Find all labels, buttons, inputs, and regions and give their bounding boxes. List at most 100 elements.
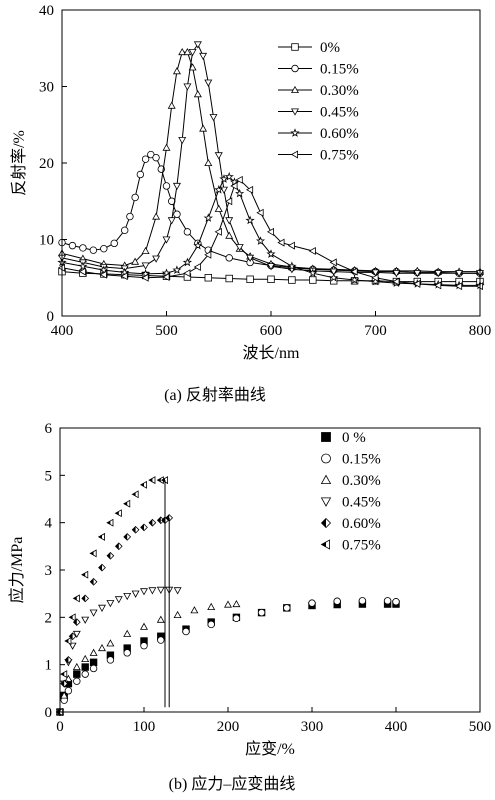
data-point [73,677,81,685]
data-point [162,182,171,190]
data-point [123,499,131,508]
data-point [157,636,165,644]
data-point [333,597,341,605]
data-point [207,620,215,629]
legend-label: 0.75% [342,538,381,554]
y-tick-label: 5 [45,468,53,484]
data-point [78,267,86,276]
data-point [123,629,132,637]
data-point [214,204,223,212]
data-point [172,265,182,274]
legend-entry: 0.60% [320,516,381,532]
data-point [434,281,442,290]
data-point [232,599,241,608]
data-point [413,279,421,288]
data-point [308,599,316,607]
data-point [190,606,199,614]
data-point [392,277,400,286]
x-tick-label: 0 [56,719,64,735]
x-tick-label: 500 [155,323,178,339]
data-point [60,679,69,688]
legend-label: 0% [320,40,340,56]
data-point [287,261,297,271]
data-point [392,598,400,606]
legend-entry: 0.15% [321,452,381,468]
legend-entry: 0.45% [278,105,359,121]
data-point [256,236,266,245]
legend-marker [321,453,331,464]
data-point [89,648,98,656]
data-point [72,662,81,671]
data-point [64,687,73,695]
data-point [141,273,149,282]
legend: 0 % 0.15% 0.30% 0.45% 0.60% 0.75% [320,430,381,554]
data-point [173,210,181,218]
series-line [61,43,480,274]
data-point [173,587,182,595]
data-point [126,212,134,221]
data-point [139,480,148,489]
legend-label: 0.15% [320,62,359,78]
x-tick-label: 400 [51,323,74,339]
data-point [283,604,291,612]
data-point [167,101,176,109]
y-tick-label: 2 [45,610,53,626]
data-point [235,188,245,198]
legend-label: 0.30% [342,473,381,489]
data-point [203,213,213,222]
data-point [73,670,81,678]
data-point [413,270,422,278]
data-point [120,272,128,281]
legend-marker [291,64,299,73]
data-point [204,274,212,282]
data-point [162,236,171,244]
series-1 [56,597,400,716]
data-point [114,596,123,604]
y-tick-label: 6 [45,421,53,437]
legend-entry: 0.75% [320,538,381,554]
legend: 0% 0.15% 0.30% 0.45% 0.60% 0.75% [278,40,359,164]
x-tick-label: 600 [260,323,283,339]
data-point [245,215,255,225]
y-axis-label: 反射率/% [10,130,28,196]
data-point [131,490,139,499]
data-point [230,182,238,190]
x-tick-label: 200 [217,719,240,735]
y-tick-label: 0 [45,705,53,721]
data-point [183,83,192,91]
legend-entry: 0.60% [278,126,359,142]
data-point [329,268,338,276]
y-tick-label: 10 [39,233,54,249]
data-point [219,174,229,183]
series-1 [58,150,484,277]
data-point [182,257,193,267]
legend-marker [320,539,331,550]
data-point [106,518,114,527]
data-point [81,616,90,624]
legend-label: 0.45% [320,105,359,121]
legend-marker [291,43,299,51]
data-point [81,570,89,579]
x-axis-label: 波长/nm [243,344,300,362]
data-point [60,691,69,699]
data-point [329,258,337,267]
data-point [81,663,89,671]
data-point [235,175,243,184]
data-point [131,525,140,534]
data-point [161,268,172,278]
data-point [225,274,233,283]
y-axis-label: 应力/MPa [7,537,26,604]
data-point [371,269,380,277]
legend-label: 0.75% [320,148,359,164]
data-point [68,241,77,250]
data-point [152,255,161,263]
legend-entry: 0.15% [278,62,359,78]
data-point [152,153,160,162]
data-point [392,270,401,278]
data-point [89,577,98,586]
data-point [64,637,72,645]
data-point [72,630,81,639]
legend-marker [290,128,300,137]
data-point [98,604,106,613]
legend-marker [291,108,299,116]
